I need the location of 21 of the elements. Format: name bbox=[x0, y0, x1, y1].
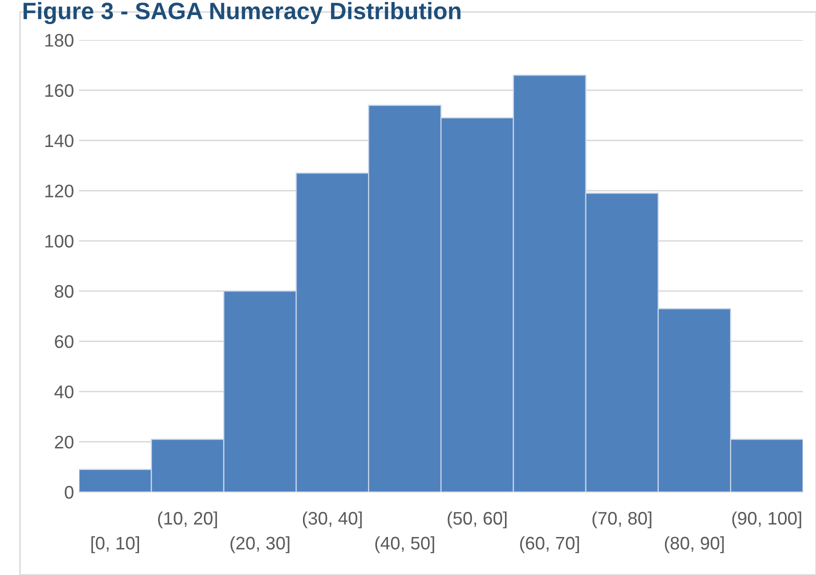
x-tick-label: (90, 100] bbox=[732, 511, 802, 528]
y-tick-label: 0 bbox=[64, 486, 74, 499]
y-tick-label: 60 bbox=[54, 335, 74, 348]
y-tick-label: 100 bbox=[45, 234, 74, 248]
x-tick-label: (80, 90] bbox=[664, 536, 724, 554]
x-tick-label: (30, 40] bbox=[302, 511, 362, 528]
y-tick-label: 120 bbox=[45, 184, 74, 198]
y-tick-label: 140 bbox=[45, 134, 74, 148]
x-tick-label: (50, 60] bbox=[448, 511, 507, 528]
x-tick-label: [0, 10] bbox=[91, 536, 140, 554]
y-tick-label: 20 bbox=[54, 436, 74, 448]
x-tick-label: (20, 30] bbox=[230, 536, 290, 554]
x-tick-label: (40, 50] bbox=[375, 536, 434, 554]
y-tick-label: 180 bbox=[45, 34, 74, 47]
y-tick-label: 40 bbox=[54, 385, 74, 398]
x-tick-label: (60, 70] bbox=[520, 536, 579, 554]
y-tick-label: 80 bbox=[54, 285, 74, 298]
y-tick-label: 160 bbox=[45, 84, 74, 97]
chart-title: Figure 3 - SAGA Numeracy Distribution bbox=[24, 2, 460, 24]
x-tick-label: (70, 80] bbox=[592, 511, 652, 528]
x-tick-label: (10, 20] bbox=[158, 511, 217, 528]
